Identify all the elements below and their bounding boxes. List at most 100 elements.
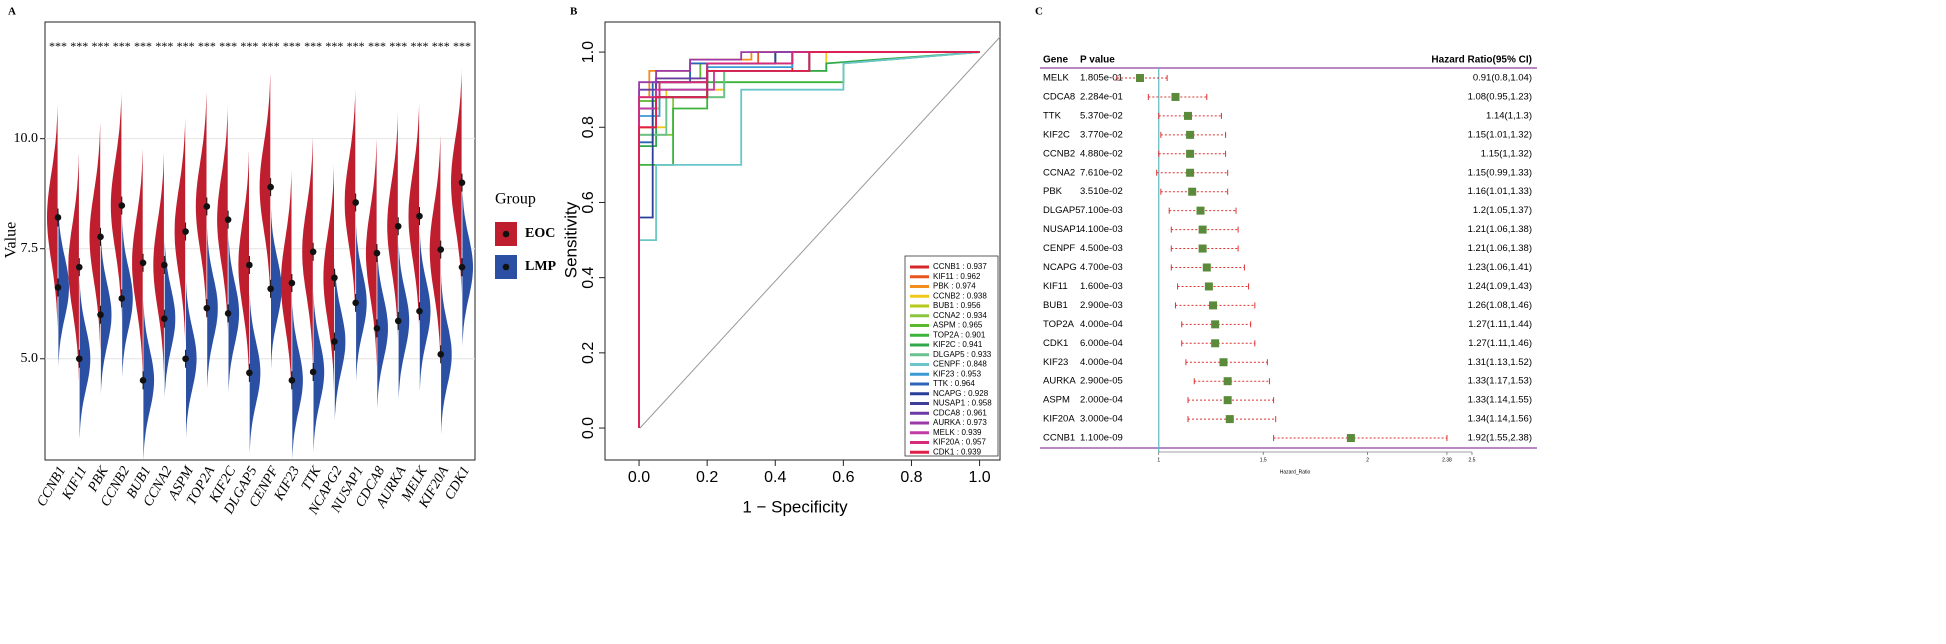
gene-label: BUB1 <box>1043 300 1068 311</box>
median-point <box>75 263 83 271</box>
panel-b-frame <box>604 21 1001 461</box>
p-value: 4.700e-03 <box>1080 262 1123 273</box>
legend-label: PBK : 0.974 <box>933 282 976 291</box>
hr-point <box>1202 263 1211 272</box>
median-point <box>118 295 126 302</box>
y-tick-label: 5.0 <box>21 351 39 366</box>
significance: *** <box>177 39 195 53</box>
gene-label: CDK1 <box>1043 338 1068 349</box>
legend-label: EOC <box>525 226 555 241</box>
y-tick-label: 0.2 <box>580 342 597 364</box>
y-tick-label: 0.0 <box>580 417 597 439</box>
y-tick-label: 10.0 <box>14 131 39 146</box>
violin-half <box>398 240 410 401</box>
p-value: 4.880e-02 <box>1080 148 1123 159</box>
median-point <box>139 259 147 267</box>
x-tick-label: 1.5 <box>1260 457 1267 463</box>
significance: *** <box>155 39 173 53</box>
legend-label: LMP <box>525 259 557 274</box>
median-point <box>246 261 253 269</box>
median-point <box>373 249 381 257</box>
significance: *** <box>70 39 88 53</box>
violin-half <box>122 218 133 379</box>
legend-title: Group <box>495 191 536 208</box>
significance: *** <box>347 39 365 53</box>
legend-point <box>502 230 510 238</box>
x-axis-label: 1 − Specificity <box>742 497 848 516</box>
median-point <box>309 248 317 256</box>
median-point <box>394 317 402 325</box>
median-point <box>437 351 445 358</box>
p-value: 1.600e-03 <box>1080 281 1123 292</box>
median-point <box>75 355 83 363</box>
p-value: 1.805e-01 <box>1080 73 1123 84</box>
x-axis-label: Hazard_Ratio <box>1280 469 1311 475</box>
p-value: 2.284e-01 <box>1080 91 1123 102</box>
hr-point <box>1225 415 1234 424</box>
median-point <box>331 338 338 345</box>
legend-label: KIF2C : 0.941 <box>933 340 983 349</box>
violin-half <box>441 274 452 435</box>
p-value: 7.610e-02 <box>1080 167 1123 178</box>
median-point <box>331 274 338 282</box>
median-point <box>246 369 253 377</box>
hr-point <box>1219 358 1228 367</box>
hr-label: 1.15(0.99,1.33) <box>1468 167 1532 178</box>
p-value: 7.100e-03 <box>1080 205 1123 216</box>
gene-label: MELK <box>1043 73 1070 84</box>
median-point <box>288 279 296 287</box>
hr-point <box>1186 149 1195 158</box>
x-tick-label: 0.2 <box>696 469 718 486</box>
gene-label: CDCA8 <box>1043 91 1075 102</box>
hr-label: 1.92(1.55,2.38) <box>1468 433 1532 444</box>
hr-label: 1.31(1.13,1.52) <box>1468 357 1532 368</box>
legend-label: TOP2A : 0.901 <box>933 330 986 339</box>
legend-label: ASPM : 0.965 <box>933 321 983 330</box>
hr-label: 1.15(1,1.32) <box>1481 148 1532 159</box>
violin-half <box>429 135 441 364</box>
hr-label: 1.15(1.01,1.32) <box>1468 129 1532 140</box>
p-value: 4.500e-03 <box>1080 243 1123 254</box>
violin-half <box>323 163 334 393</box>
legend-label: MELK : 0.939 <box>933 428 982 437</box>
violin-half <box>174 117 186 346</box>
gene-label: TOP2A <box>1043 319 1075 330</box>
hr-label: 1.34(1.14,1.56) <box>1468 414 1532 425</box>
median-point <box>224 216 232 223</box>
legend-label: CCNA2 : 0.934 <box>933 311 987 320</box>
significance: *** <box>262 39 280 53</box>
violin-half <box>249 292 261 453</box>
median-point <box>139 377 147 384</box>
hr-label: 1.08(0.95,1.23) <box>1468 91 1532 102</box>
violin-half <box>68 152 79 382</box>
median-point <box>416 307 423 315</box>
significance: *** <box>453 39 471 53</box>
x-tick-label: 0.4 <box>764 469 786 486</box>
legend-label: NCAPG : 0.928 <box>933 389 989 398</box>
hr-label: 1.27(1.11,1.46) <box>1468 338 1532 349</box>
median-point <box>394 222 402 230</box>
gene-label: CENPF <box>1043 243 1075 254</box>
legend-label: KIF20A : 0.957 <box>933 438 986 447</box>
gene-label: CCNB1 <box>1043 433 1075 444</box>
violin-half <box>259 72 271 302</box>
gene-label: NCAPG <box>1043 262 1077 273</box>
median-point <box>203 203 211 210</box>
violin-half <box>58 207 69 368</box>
legend-label: AURKA : 0.973 <box>933 418 987 427</box>
legend-label: TTK : 0.964 <box>933 379 975 388</box>
violin-half <box>89 122 101 352</box>
violin-half <box>207 228 218 389</box>
gene-label: CCNA2 <box>1043 167 1075 178</box>
median-point <box>352 199 359 206</box>
roc-curve <box>638 51 980 428</box>
violin-half <box>132 148 143 378</box>
gene-label: PBK <box>1043 186 1063 197</box>
violin-half <box>451 68 462 298</box>
x-tick-label: 0.6 <box>832 469 854 486</box>
violin-half <box>271 208 282 369</box>
gene-label: KIF23 <box>1043 357 1068 368</box>
violin-half <box>408 101 420 331</box>
hr-label: 1.23(1.06,1.41) <box>1468 262 1532 273</box>
